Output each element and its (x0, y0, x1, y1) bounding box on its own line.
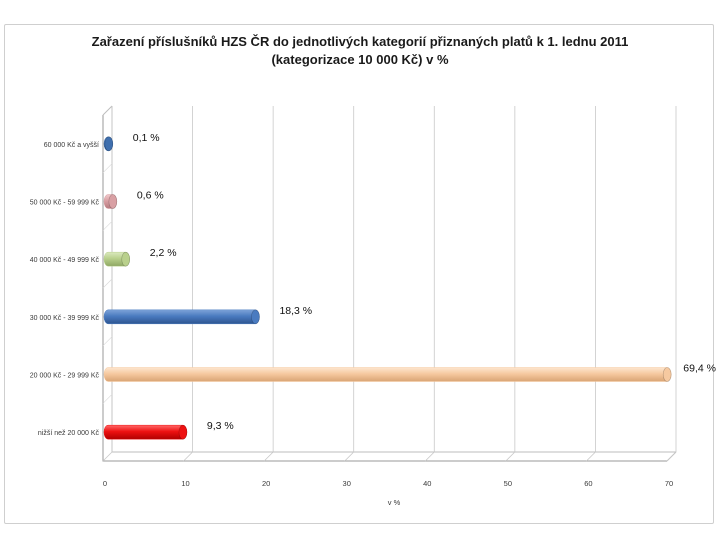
floor-gridline (102, 451, 113, 462)
bar (103, 136, 114, 152)
axis-line (102, 115, 667, 462)
bar-cap (178, 424, 188, 440)
bar-body (103, 309, 260, 325)
category-label: 50 000 Kč - 59 999 Kč (30, 200, 100, 207)
bar-cap (108, 194, 118, 209)
floor-gridline (586, 451, 596, 462)
floor-gridline (183, 451, 193, 462)
data-label: 69,4 % (683, 363, 716, 375)
bar-body (103, 424, 188, 440)
bar (103, 251, 131, 267)
x-tick-label: 60 (584, 479, 592, 488)
floor-gridline (344, 451, 354, 462)
category-label: 40 000 Kč - 49 999 Kč (30, 257, 100, 264)
row-separator (102, 163, 113, 173)
row-separator (102, 394, 113, 404)
floor-gridline (263, 451, 274, 462)
category-label: nižší než 20 000 Kč (38, 430, 100, 437)
x-tick-label: 20 (262, 479, 270, 488)
x-tick-label: 0 (103, 479, 107, 488)
bar-cap (121, 251, 131, 267)
wall-edge (102, 105, 113, 116)
category-label: 60 000 Kč a vyšší (44, 142, 99, 149)
bar (103, 424, 188, 440)
back-plane-border (111, 106, 676, 453)
bar-cap (104, 136, 114, 152)
row-separator (102, 221, 113, 231)
bar (103, 309, 260, 325)
floor-gridline (505, 451, 516, 462)
x-tick-label: 50 (504, 479, 512, 488)
bar-body (103, 367, 672, 382)
row-separator (102, 278, 113, 289)
category-label: 30 000 Kč - 39 999 Kč (30, 315, 100, 322)
bar-cap (251, 309, 260, 325)
x-tick-label: 40 (423, 479, 431, 488)
data-label: 9,3 % (207, 420, 234, 432)
x-tick-label: 10 (181, 479, 189, 488)
x-tick-label: 30 (343, 479, 351, 488)
row-separator (102, 336, 113, 346)
floor-gridline (666, 451, 677, 462)
floor-gridline (425, 451, 435, 462)
bar (103, 367, 672, 382)
data-label: 2,2 % (150, 247, 177, 259)
category-label: 20 000 Kč - 29 999 Kč (30, 373, 100, 380)
bar-cap (662, 367, 672, 382)
data-label: 18,3 % (279, 305, 312, 317)
x-axis-label: v % (388, 498, 401, 507)
x-tick-label: 70 (665, 479, 673, 488)
bar (103, 194, 118, 209)
data-label: 0,1 % (133, 132, 160, 144)
data-label: 0,6 % (137, 190, 164, 202)
chart-subtitle: (kategorizace 10 000 Kč) v % (271, 52, 449, 67)
chart-title: Zařazení příslušníků HZS ČR do jednotliv… (91, 34, 629, 49)
